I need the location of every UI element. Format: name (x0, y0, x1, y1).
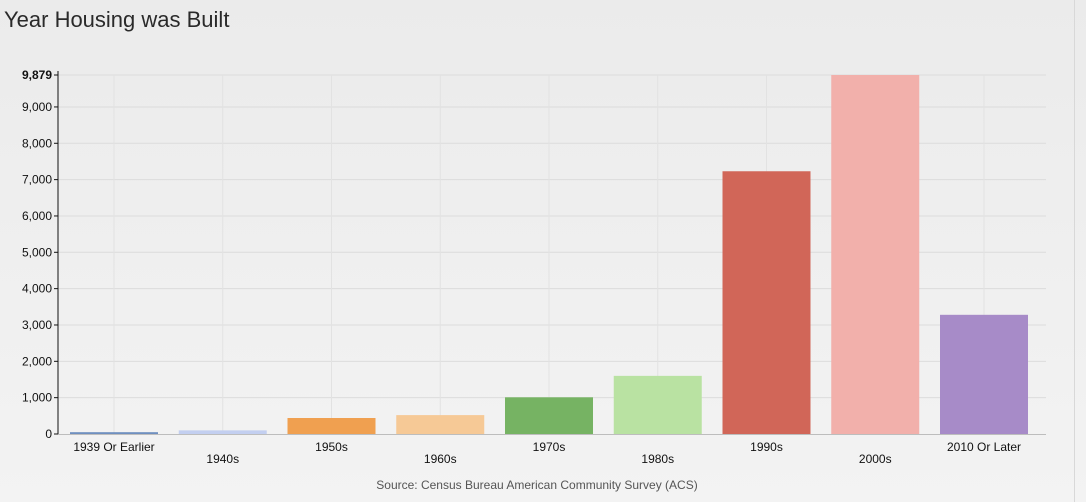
x-category-label: 1939 Or Earlier (73, 440, 154, 454)
y-tick-label: 5,000 (22, 245, 52, 259)
y-tick-label: 0 (45, 427, 52, 441)
y-axis-ticks: 0 1,000 2,000 3,000 4,000 5,000 6,000 7,000 8,00… (22, 68, 58, 441)
x-category-label: 1990s (750, 440, 783, 454)
bar[interactable] (831, 75, 920, 434)
y-tick-label: 4,000 (22, 282, 52, 296)
bar[interactable] (722, 171, 811, 434)
bar[interactable] (178, 430, 267, 434)
x-category-label: 1950s (315, 440, 348, 454)
x-category-label: 2010 Or Later (947, 440, 1021, 454)
bar[interactable] (505, 397, 593, 434)
y-tick-label: 8,000 (22, 136, 52, 150)
bars (70, 75, 1028, 434)
y-tick-label: 6,000 (22, 209, 52, 223)
x-category-label: 1970s (533, 440, 566, 454)
bar[interactable] (70, 432, 158, 434)
x-axis-labels: 1939 Or Earlier 1940s 1950s 1960s 1970s 1980s… (73, 440, 1021, 466)
y-tick-label: 3,000 (22, 318, 52, 332)
x-category-label: 2000s (859, 452, 892, 466)
chart-title: Year Housing was Built (4, 7, 230, 32)
bar[interactable] (396, 415, 485, 434)
y-tick-label: 9,879 (22, 68, 52, 82)
bar[interactable] (613, 375, 702, 434)
bar[interactable] (940, 314, 1028, 434)
source-note: Source: Census Bureau American Community… (376, 478, 698, 492)
y-tick-label: 1,000 (22, 391, 52, 405)
y-tick-label: 2,000 (22, 354, 52, 368)
x-category-label: 1960s (424, 452, 457, 466)
y-tick-label: 9,000 (22, 100, 52, 114)
y-tick-label: 7,000 (22, 173, 52, 187)
bar[interactable] (287, 418, 376, 434)
x-category-label: 1980s (641, 452, 674, 466)
bar-chart: 0 1,000 2,000 3,000 4,000 5,000 6,000 7,000 8,00… (22, 68, 1046, 466)
frame-border (1074, 0, 1075, 502)
x-category-label: 1940s (206, 452, 239, 466)
